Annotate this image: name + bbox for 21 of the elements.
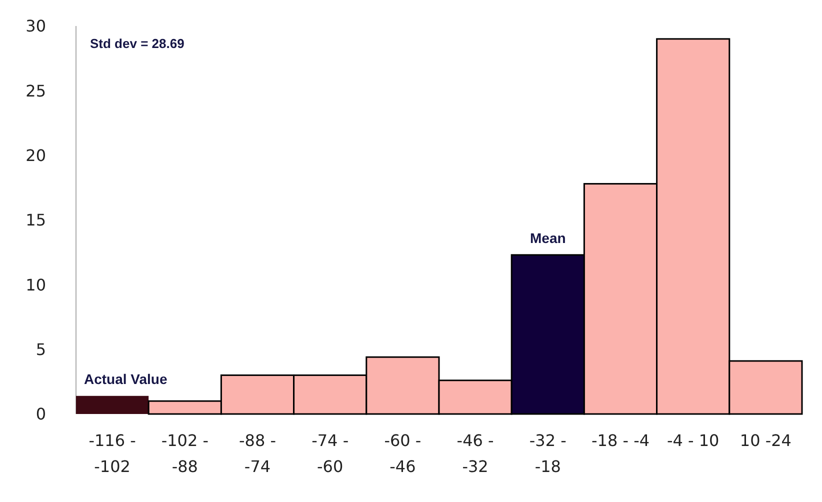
x-tick-label: -32 - -18 <box>529 431 566 476</box>
x-tick-label: -74 - -60 <box>312 431 349 476</box>
y-tick-label: 15 <box>26 210 46 230</box>
bar <box>76 396 149 414</box>
y-tick-label: 10 <box>26 275 46 294</box>
x-tick-label: -4 - 10 <box>666 431 720 450</box>
x-tick-label: -18 - -4 <box>591 431 650 450</box>
y-tick-label: 25 <box>26 81 46 100</box>
annotation: Mean <box>530 230 566 246</box>
y-tick-label: 0 <box>36 404 46 424</box>
x-tick-label: 10 -24 <box>740 431 792 450</box>
x-tick-label: -116 - -102 <box>88 431 136 476</box>
x-tick-label: -102 - -88 <box>161 431 208 476</box>
annotation: Actual Value <box>84 370 168 387</box>
y-tick-label: 30 <box>26 16 46 36</box>
y-tick-label: 5 <box>36 340 46 359</box>
x-tick-label: -88 - -74 <box>239 431 276 476</box>
y-tick-label: 20 <box>26 146 46 165</box>
x-tick-label: -60 - -46 <box>384 431 422 476</box>
x-tick-label: -46 - -32 <box>456 431 494 476</box>
annotation: Std dev = 28.69 <box>90 36 184 51</box>
